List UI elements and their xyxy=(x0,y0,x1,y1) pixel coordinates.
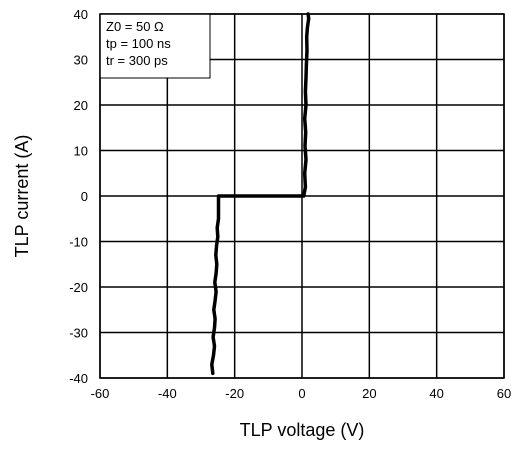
y-tick-label: 0 xyxy=(81,189,88,204)
x-tick-label: -60 xyxy=(91,386,110,401)
y-tick-label: 10 xyxy=(74,144,88,159)
annotation-line-tr: tr = 300 ps xyxy=(106,53,168,68)
x-tick-label: 20 xyxy=(362,386,376,401)
annotation-line-z0: Z0 = 50 Ω xyxy=(106,19,164,34)
x-tick-label: 60 xyxy=(497,386,511,401)
y-tick-label: -30 xyxy=(69,326,88,341)
y-tick-label: -10 xyxy=(69,235,88,250)
x-tick-label: 40 xyxy=(429,386,443,401)
y-tick-label: -40 xyxy=(69,371,88,386)
plot-frame xyxy=(99,13,505,379)
x-tick-label: 0 xyxy=(298,386,305,401)
x-tick-labels: -60 -40 -20 0 20 40 60 xyxy=(91,386,512,401)
y-tick-label: 40 xyxy=(74,7,88,22)
y-tick-label: 30 xyxy=(74,53,88,68)
y-axis-title: TLP current (A) xyxy=(12,135,32,258)
annotation-line-tp: tp = 100 ns xyxy=(106,36,171,51)
x-tick-label: -20 xyxy=(225,386,244,401)
x-axis-title: TLP voltage (V) xyxy=(240,420,365,440)
parameter-annotation: Z0 = 50 Ω tp = 100 ns tr = 300 ps xyxy=(99,13,211,79)
series-line xyxy=(210,12,311,376)
y-tick-labels: -40 -30 -20 -10 0 10 20 30 40 xyxy=(69,7,88,386)
y-tick-label: 20 xyxy=(74,98,88,113)
y-tick-label: -20 xyxy=(69,280,88,295)
x-tick-label: -40 xyxy=(158,386,177,401)
